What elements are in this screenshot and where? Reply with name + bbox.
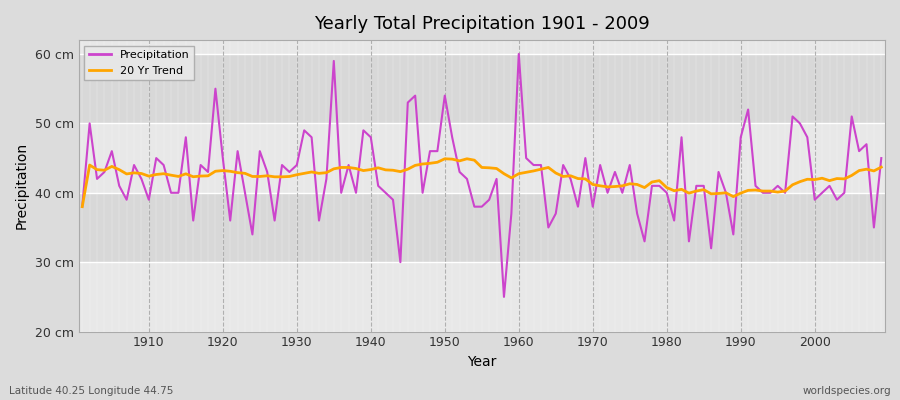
Precipitation	[343, 163, 354, 168]
Line: Precipitation: Precipitation	[82, 54, 881, 297]
Precipitation	[616, 190, 627, 195]
Y-axis label: Precipitation: Precipitation	[15, 142, 29, 230]
20 Yr Trend	[876, 165, 886, 170]
20 Yr Trend	[521, 170, 532, 175]
20 Yr Trend	[76, 204, 87, 209]
Precipitation	[499, 294, 509, 299]
Bar	[78, 262, 885, 332]
Line: 20 Yr Trend: 20 Yr Trend	[82, 159, 881, 207]
Precipitation	[76, 204, 87, 209]
Precipitation	[136, 176, 147, 181]
Precipitation	[528, 163, 539, 168]
20 Yr Trend	[609, 184, 620, 189]
Title: Yearly Total Precipitation 1901 - 2009: Yearly Total Precipitation 1901 - 2009	[314, 15, 650, 33]
Text: worldspecies.org: worldspecies.org	[803, 386, 891, 396]
Bar	[78, 193, 885, 262]
Bar	[78, 54, 885, 123]
Text: Latitude 40.25 Longitude 44.75: Latitude 40.25 Longitude 44.75	[9, 386, 174, 396]
20 Yr Trend	[136, 171, 147, 176]
20 Yr Trend	[439, 156, 450, 161]
20 Yr Trend	[299, 171, 310, 176]
Precipitation	[513, 52, 524, 56]
X-axis label: Year: Year	[467, 355, 497, 369]
Precipitation	[299, 128, 310, 133]
20 Yr Trend	[343, 165, 354, 170]
Legend: Precipitation, 20 Yr Trend: Precipitation, 20 Yr Trend	[84, 46, 194, 80]
Precipitation	[521, 156, 532, 160]
20 Yr Trend	[513, 171, 524, 176]
Precipitation	[876, 156, 886, 160]
Bar	[78, 123, 885, 193]
